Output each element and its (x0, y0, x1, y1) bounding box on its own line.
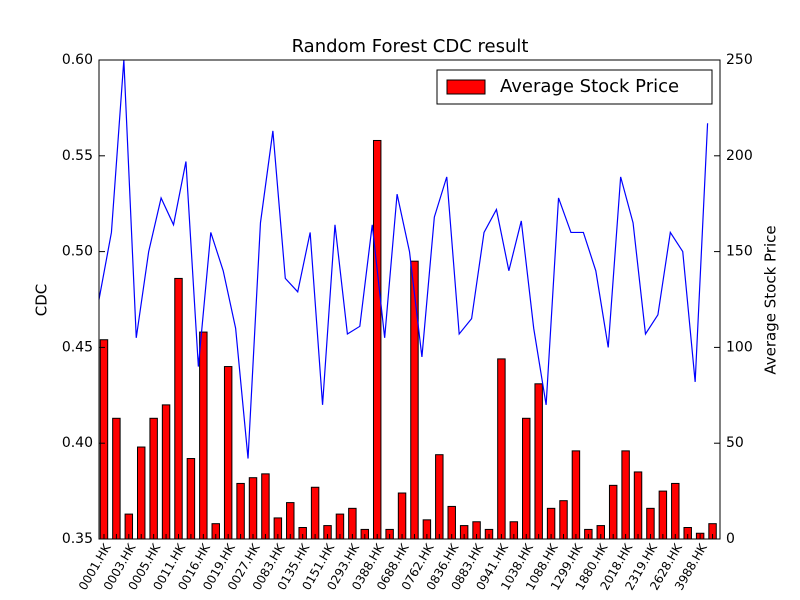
y2-tick-label: 250 (726, 52, 753, 68)
y-axis-label: CDC (33, 284, 51, 317)
bar (621, 450, 630, 540)
bar (161, 404, 171, 540)
y2-tick-label: 100 (726, 339, 753, 355)
bar (372, 139, 382, 540)
bar (112, 417, 121, 540)
bar (186, 458, 196, 540)
bar (497, 358, 506, 540)
bar (149, 417, 158, 540)
bar (522, 417, 531, 540)
bar (435, 454, 444, 540)
y2-tick-label: 0 (726, 531, 735, 547)
bar (286, 502, 295, 540)
bar (534, 383, 543, 540)
legend-label: Average Stock Price (500, 76, 679, 97)
y-tick-label: 0.60 (62, 52, 93, 68)
bar (397, 492, 407, 540)
bar (223, 366, 233, 540)
bar (174, 277, 183, 540)
bar (633, 471, 643, 540)
bar (559, 500, 568, 540)
bar (261, 473, 270, 540)
bar (137, 446, 146, 540)
bar (571, 450, 581, 540)
bar (608, 484, 618, 540)
plot-frame (98, 59, 721, 540)
y2-tick-label: 50 (726, 435, 744, 451)
y-tick-label: 0.50 (62, 244, 93, 260)
y-tick-label: 0.35 (62, 531, 93, 547)
bar (99, 339, 109, 540)
bar (248, 477, 258, 540)
line (98, 59, 709, 459)
y2-tick-label: 150 (726, 244, 753, 260)
y-tick-label: 0.45 (62, 339, 93, 355)
y2-tick-label: 200 (726, 148, 753, 164)
bar (658, 490, 668, 540)
bar (199, 331, 208, 540)
chart-title: Random Forest CDC result (292, 36, 529, 57)
y2-axis-label: Average Stock Price (762, 225, 780, 374)
bar (236, 482, 245, 540)
y-tick-label: 0.40 (62, 435, 93, 451)
bar (671, 482, 680, 540)
legend-swatch (446, 79, 486, 95)
bar (310, 486, 320, 540)
y-tick-label: 0.55 (62, 148, 93, 164)
bar (410, 260, 419, 540)
